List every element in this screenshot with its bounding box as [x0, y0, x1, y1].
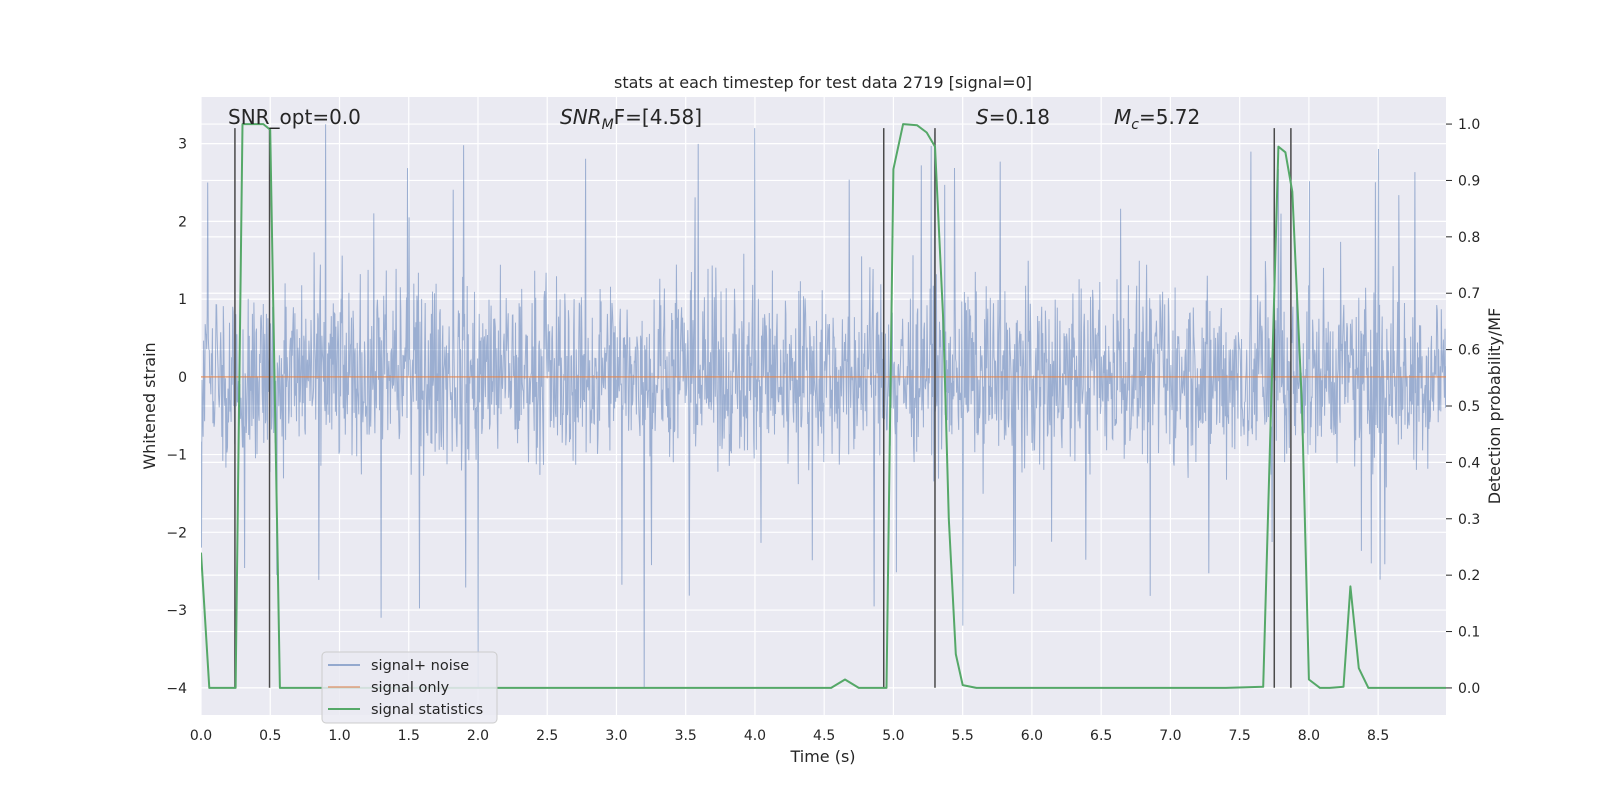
vertical-markers	[234, 128, 1292, 688]
chart-title: stats at each timestep for test data 271…	[614, 73, 1032, 92]
y-right-tick-label: 0.2	[1458, 568, 1480, 584]
x-tick-label: 3.5	[675, 728, 697, 744]
x-axis-label: Time (s)	[789, 747, 855, 766]
snr-opt-annotation: SNR_opt=0.0	[228, 105, 361, 129]
legend-label-signal-only: signal only	[371, 680, 450, 696]
x-tick-label: 4.5	[813, 728, 835, 744]
x-tick-label: 7.5	[1229, 728, 1251, 744]
signal-statistics-series	[201, 123, 1446, 689]
x-tick-label: 4.0	[744, 728, 766, 744]
x-tick-label: 8.0	[1298, 728, 1320, 744]
legend-box	[321, 651, 498, 724]
y-right-tick-label: 0.9	[1458, 173, 1480, 189]
y-left-tick-label: 1	[178, 292, 187, 308]
y-right-tick-label: 0.0	[1458, 681, 1480, 697]
x-tick-label: 7.0	[1159, 728, 1181, 744]
x-tick-label: 3.0	[605, 728, 627, 744]
mc-annotation: Mc=5.72	[1114, 105, 1200, 133]
signal-statistics-line	[201, 123, 1446, 689]
s-annotation: S=0.18	[976, 105, 1050, 129]
snr-mf-annotation: SNRMF=[4.58]	[560, 105, 702, 133]
y-right-tick-label: 0.6	[1458, 343, 1480, 359]
y-left-tick-label: −1	[166, 448, 187, 464]
y-right-tick-label: 1.0	[1458, 117, 1480, 133]
legend-label-signal-noise: signal+ noise	[371, 658, 469, 674]
x-tick-label: 6.0	[1021, 728, 1043, 744]
y-left-tick-label: −2	[166, 525, 187, 541]
left-y-axis-ticks: −4 −3 −2 −1 0 1 2 3	[166, 137, 187, 697]
right-y-axis-ticks: 0.0 0.1 0.2 0.3 0.4 0.5 0.6 0.7 0.8 0.9 1.0	[1446, 117, 1480, 697]
x-tick-label: 5.0	[882, 728, 904, 744]
y-right-tick-label: 0.7	[1458, 286, 1480, 302]
x-tick-label: 2.5	[536, 728, 558, 744]
x-tick-label: 0.5	[259, 728, 281, 744]
x-tick-label: 1.0	[328, 728, 350, 744]
left-y-axis-label: Whitened strain	[140, 342, 159, 469]
right-y-axis-label: Detection probability/MF	[1485, 308, 1504, 505]
y-right-tick-label: 0.8	[1458, 230, 1480, 246]
legend-label-signal-statistics: signal statistics	[371, 702, 483, 718]
signal-noise-line	[201, 124, 1446, 688]
x-tick-label: 6.5	[1090, 728, 1112, 744]
y-right-tick-label: 0.3	[1458, 512, 1480, 528]
signal-noise-series	[201, 124, 1446, 688]
y-left-tick-label: −3	[166, 603, 187, 619]
x-tick-label: 5.5	[952, 728, 974, 744]
y-right-tick-label: 0.5	[1458, 399, 1480, 415]
legend: signal+ noise signal only signal statist…	[321, 651, 498, 724]
y-right-tick-label: 0.1	[1458, 625, 1480, 641]
y-left-tick-label: 2	[178, 214, 187, 230]
x-tick-label: 2.0	[467, 728, 489, 744]
y-right-tick-label: 0.4	[1458, 455, 1480, 471]
y-left-tick-label: −4	[166, 681, 187, 697]
x-tick-label: 0.0	[190, 728, 212, 744]
y-left-tick-label: 3	[178, 137, 187, 153]
y-left-tick-label: 0	[178, 370, 187, 386]
x-axis-ticks: 0.0 0.5 1.0 1.5 2.0 2.5 3.0 3.5 4.0 4.5 5.0 5.5 6.0 6…	[190, 728, 1389, 744]
x-tick-label: 1.5	[398, 728, 420, 744]
x-tick-label: 8.5	[1367, 728, 1389, 744]
